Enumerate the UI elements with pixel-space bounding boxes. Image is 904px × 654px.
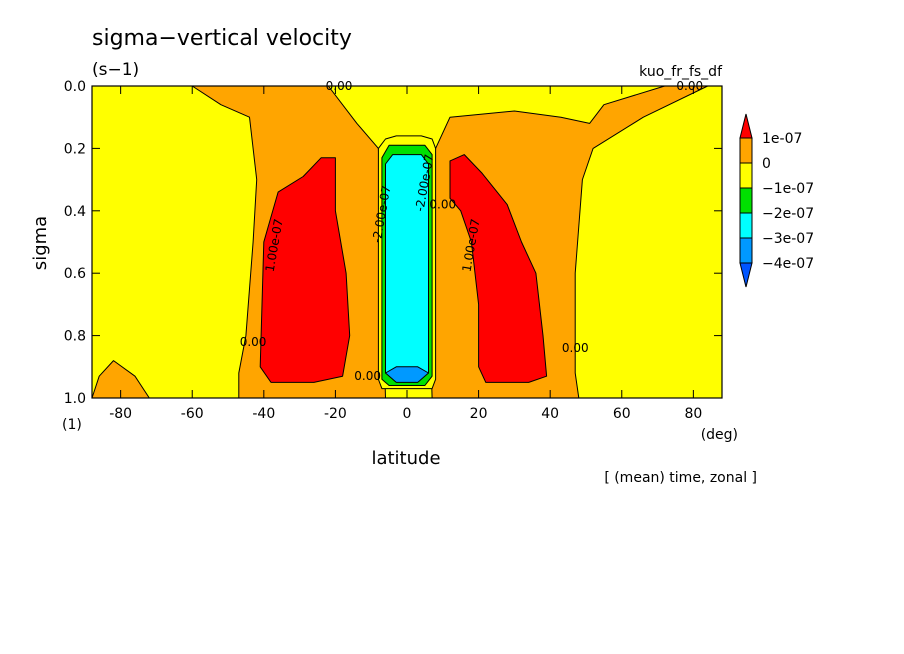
y-axis-unit: (1) (62, 417, 82, 433)
x-tick-label: 20 (470, 406, 488, 422)
contour-label-1: 0.00 (240, 335, 267, 349)
x-tick-label: 60 (613, 406, 631, 422)
chart-units: (s−1) (92, 60, 139, 80)
y-tick-label: 0.6 (64, 266, 86, 282)
colorbar-label: −2e-07 (762, 206, 814, 222)
x-axis-label: latitude (371, 448, 440, 469)
plot-area (91, 85, 722, 399)
contour-region-9 (385, 366, 429, 383)
colorbar-triangle-top (739, 113, 753, 139)
contour-label-4: 0.00 (429, 198, 456, 212)
x-tick-label: -60 (181, 406, 204, 422)
colorbar-swatch (739, 162, 753, 189)
colorbar-swatch (739, 137, 753, 164)
x-tick-label: 80 (684, 406, 702, 422)
colorbar-label: −1e-07 (762, 181, 814, 197)
colorbar-swatch (739, 212, 753, 239)
x-tick-label: -20 (324, 406, 347, 422)
x-tick-label: -80 (109, 406, 132, 422)
axes: -80 -60 -40 -20 0 20 40 60 80 0.0 0.2 0.4 0.6 0.8 1.0 (64, 79, 723, 422)
colorbar-label: −3e-07 (762, 231, 814, 247)
colorbar-label: 0 (762, 156, 771, 172)
colorbar-label: 1e-07 (762, 131, 802, 147)
x-axis-unit: (deg) (701, 427, 738, 443)
colorbar-label: −4e-07 (762, 256, 814, 272)
y-axis-label: sigma (30, 216, 51, 270)
chart-title: sigma−vertical velocity (92, 26, 352, 51)
y-tick-label: 0.8 (64, 329, 86, 345)
y-tick-label: 0.2 (64, 141, 86, 157)
contour-region-4 (259, 157, 351, 383)
y-tick-label: 1.0 (64, 391, 86, 407)
colorbar-swatch (739, 187, 753, 214)
contour-label-3: 0.00 (562, 341, 589, 355)
contour-region-5 (449, 154, 548, 383)
x-tick-label: 0 (403, 406, 412, 422)
x-tick-label: 40 (541, 406, 559, 422)
contour-label-2: 0.00 (354, 369, 381, 383)
y-tick-label: 0.4 (64, 204, 86, 220)
colorbar-triangle-bottom (739, 262, 753, 288)
y-tick-label: 0.0 (64, 79, 86, 95)
colorbar: 1e-07 0 −1e-07 −2e-07 −3e-07 −4e-07 (739, 113, 814, 288)
run-label: kuo_fr_fs_df (639, 64, 723, 80)
footer-note: [ (mean) time, zonal ] (604, 470, 757, 486)
x-tick-label: -40 (252, 406, 275, 422)
colorbar-swatch (739, 237, 753, 264)
